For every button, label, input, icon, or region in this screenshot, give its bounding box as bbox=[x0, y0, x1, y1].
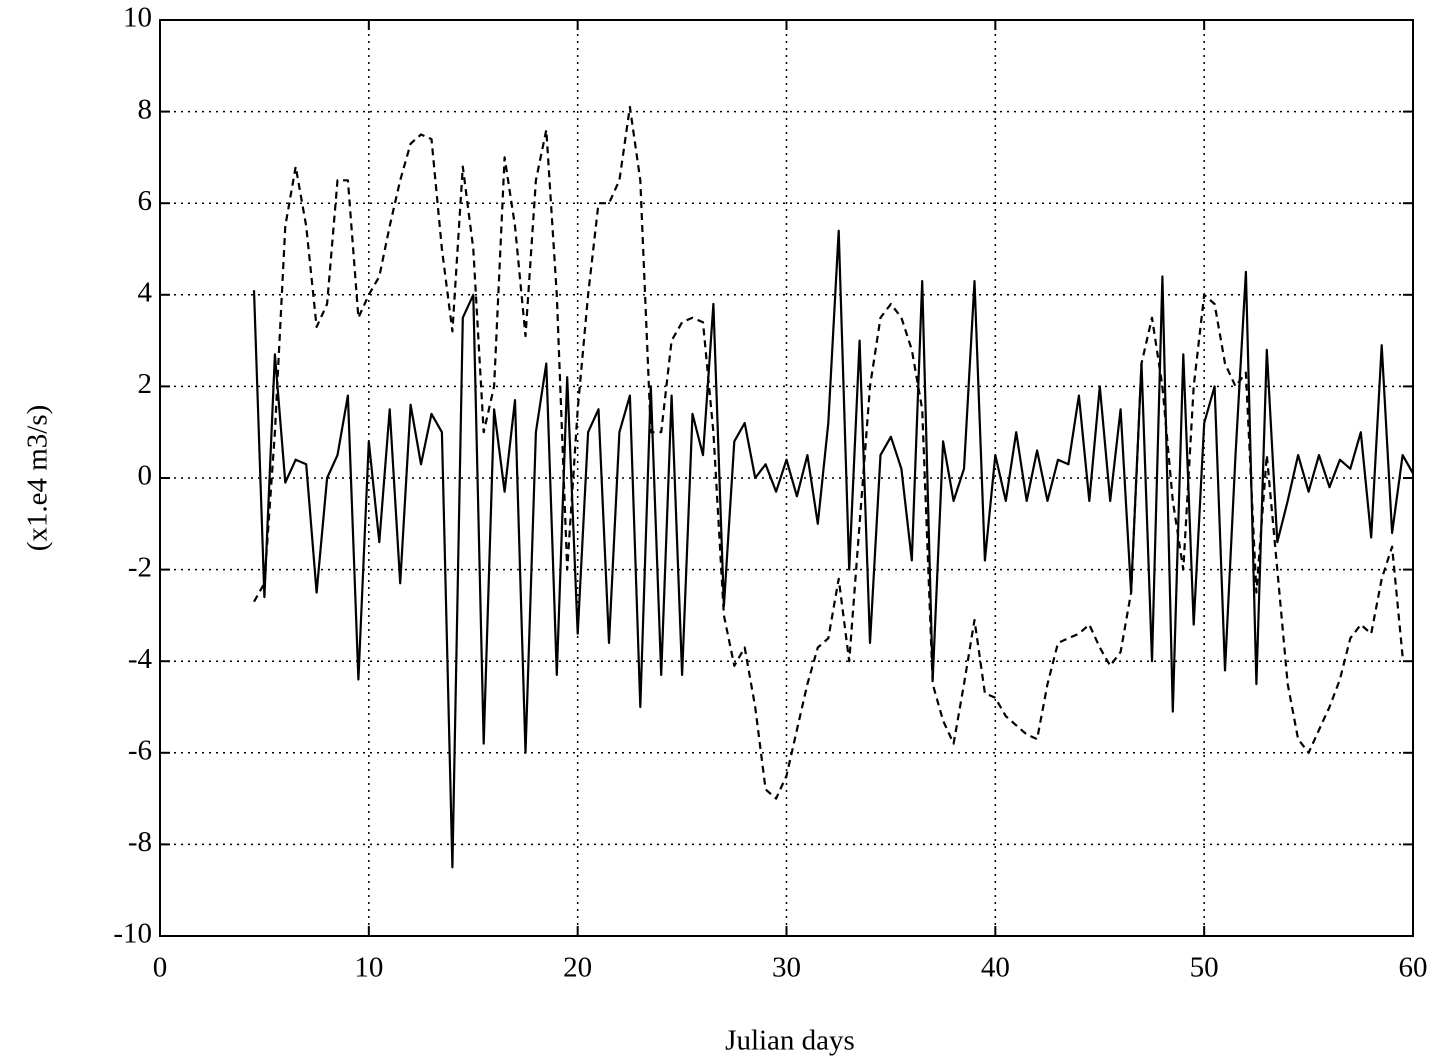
y-tick-label: -10 bbox=[113, 918, 152, 950]
x-tick-label: 10 bbox=[354, 952, 383, 984]
y-tick-label: 2 bbox=[138, 368, 153, 400]
data-line bbox=[252, 229, 1414, 869]
y-tick-label: 6 bbox=[138, 185, 153, 217]
y-tick-label: -2 bbox=[128, 551, 152, 583]
y-tick-label: -4 bbox=[128, 643, 153, 675]
y-axis-label: (x1.e4 m3/s) bbox=[22, 405, 54, 552]
y-tick-label: 8 bbox=[138, 93, 153, 125]
x-tick-label: 50 bbox=[1190, 952, 1219, 984]
y-tick-label: -8 bbox=[128, 826, 152, 858]
y-tick-label: 0 bbox=[138, 460, 153, 492]
x-tick-label: 40 bbox=[981, 952, 1010, 984]
y-tick-label: 10 bbox=[123, 2, 152, 34]
x-tick-label: 30 bbox=[772, 952, 801, 984]
x-tick-label: 60 bbox=[1399, 952, 1428, 984]
x-tick-label: 0 bbox=[153, 952, 168, 984]
x-tick-label: 20 bbox=[563, 952, 592, 984]
x-axis-label: Julian days bbox=[725, 1025, 855, 1057]
plot-frame bbox=[159, 19, 1414, 937]
y-tick-label: -6 bbox=[128, 734, 152, 766]
y-tick-label: 4 bbox=[138, 276, 153, 308]
data-line bbox=[253, 105, 1404, 800]
